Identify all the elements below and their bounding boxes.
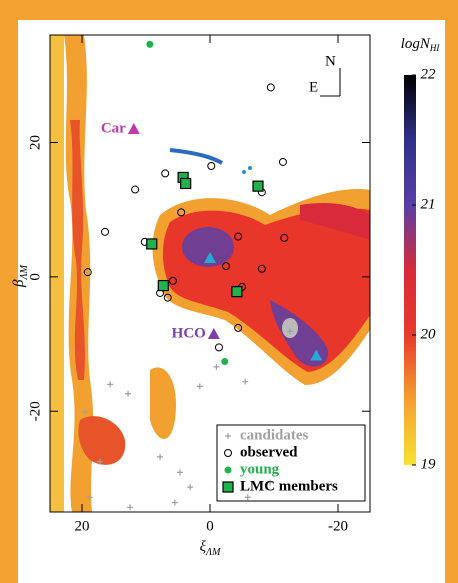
x-tick-label: 0 — [206, 518, 214, 534]
member-point — [147, 239, 157, 249]
colorbar-scale — [404, 75, 416, 465]
member-point — [232, 287, 242, 297]
x-tick-label: -20 — [328, 518, 348, 534]
compass-east: E — [309, 79, 318, 95]
y-axis-label-sub: ΛM — [19, 264, 30, 280]
legend-label: candidates — [240, 427, 309, 443]
colorbar-tick-label: 22 — [421, 66, 437, 82]
compass-north: N — [325, 53, 336, 69]
colorbar-label-sub: HI — [429, 43, 440, 53]
young-point — [221, 358, 228, 365]
legend-label: observed — [240, 444, 298, 460]
member-point — [181, 178, 191, 188]
young-point — [225, 467, 232, 474]
legend-label: young — [240, 461, 280, 477]
member-point — [253, 181, 263, 191]
colorbar-tick-label: 19 — [421, 456, 437, 472]
x-tick-label: 20 — [75, 518, 90, 534]
young-point — [146, 41, 153, 48]
legend-label: LMC members — [240, 478, 338, 494]
marker-label: Car — [101, 120, 126, 136]
colorbar-label-main: logN — [401, 36, 431, 52]
marker-label: HCO — [172, 325, 206, 341]
y-tick-label: -20 — [27, 401, 43, 421]
chart: N E 19202122logNHI 200-20200-20ξΛMβΛMcan… — [0, 0, 458, 583]
colorbar-tick-label: 21 — [421, 196, 436, 212]
member-point — [223, 482, 233, 492]
page: N E 19202122logNHI 200-20200-20ξΛMβΛMcan… — [0, 0, 458, 583]
member-point — [158, 281, 168, 291]
y-tick-label: 20 — [27, 135, 43, 150]
x-axis-label-sub: ΛM — [205, 547, 221, 558]
colorbar-tick-label: 20 — [421, 326, 437, 342]
